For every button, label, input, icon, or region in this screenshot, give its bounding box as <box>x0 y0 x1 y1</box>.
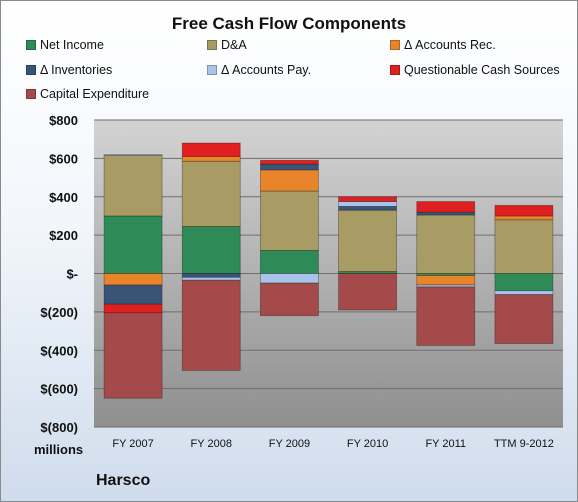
legend-item-inventories: Δ Inventories <box>26 63 112 77</box>
bar-segment <box>181 156 241 162</box>
y-tick-label: $(400) <box>40 343 78 358</box>
bar-segment <box>338 196 397 202</box>
bar-segment <box>416 214 476 274</box>
bar-segment <box>181 142 241 157</box>
x-tick-label: FY 2007 <box>112 438 153 450</box>
legend-item-capex: Capital Expenditure <box>26 87 149 101</box>
bar-segment <box>338 201 397 207</box>
bar-segment <box>338 273 397 311</box>
bar-segment <box>181 276 241 281</box>
legend-swatch-accounts-pay <box>207 65 217 75</box>
legend-item-accounts-rec: Δ Accounts Rec. <box>390 38 496 52</box>
legend-swatch-da <box>207 40 217 50</box>
legend-label: Capital Expenditure <box>40 87 150 101</box>
legend-label: Questionable Cash Sources <box>404 63 560 77</box>
bar-segment <box>416 286 476 346</box>
bar-segment <box>260 159 319 165</box>
bar-segment <box>103 303 163 314</box>
legend-label: Δ Accounts Pay. <box>221 63 312 77</box>
bar-segment <box>260 169 319 192</box>
bar-segment <box>260 190 319 251</box>
company-name: Harsco <box>96 472 151 489</box>
legend-swatch-inventories <box>26 65 36 75</box>
legend-swatch-capex <box>26 89 36 99</box>
bar-segment <box>181 160 241 227</box>
legend-item-net-income: Net Income <box>26 38 104 52</box>
bar-segment <box>494 294 554 344</box>
bar-segment <box>494 215 554 221</box>
bar-segment <box>260 250 319 274</box>
bar-segment <box>338 209 397 272</box>
bar-segment <box>103 273 163 286</box>
legend-swatch-net-income <box>26 40 36 50</box>
y-tick-label: $(800) <box>40 420 78 435</box>
chart-title: Free Cash Flow Components <box>171 14 407 33</box>
bar-segment <box>181 226 241 274</box>
y-tick-label: $200 <box>49 228 78 243</box>
legend-swatch-questionable <box>390 65 400 75</box>
bar-segment <box>494 219 554 274</box>
y-tick-label: $(200) <box>40 305 78 320</box>
x-tick-label: FY 2010 <box>347 438 388 450</box>
x-tick-label: FY 2011 <box>425 438 466 450</box>
bar-segment <box>494 273 554 292</box>
y-axis-label: millions <box>34 442 84 457</box>
bar-segment <box>416 211 476 216</box>
bar-segment <box>103 312 163 399</box>
bar-segment <box>260 163 319 171</box>
legend-item-questionable: Questionable Cash Sources <box>390 63 560 77</box>
legend-label: Δ Inventories <box>40 63 113 77</box>
legend-label: D&A <box>221 38 247 52</box>
bar-segment <box>494 204 554 217</box>
bar-segment <box>103 215 163 274</box>
x-tick-label: FY 2009 <box>269 438 310 450</box>
x-tick-label: TTM 9-2012 <box>494 438 554 450</box>
legend-label: Δ Accounts Rec. <box>404 38 496 52</box>
bar-segment <box>494 290 554 296</box>
bar-segment <box>181 279 241 371</box>
legend-item-accounts-pay: Δ Accounts Pay. <box>207 63 311 77</box>
legend-item-da: D&A <box>207 38 247 52</box>
bar-segment <box>416 275 476 286</box>
bar-segment <box>103 154 163 156</box>
y-tick-label: $400 <box>49 190 78 205</box>
bar-segment <box>181 273 241 278</box>
bar-segment <box>103 284 163 305</box>
x-tick-label: FY 2008 <box>191 438 232 450</box>
bar-segment <box>260 273 319 284</box>
bar-segment <box>103 155 163 217</box>
legend-swatch-accounts-rec <box>390 40 400 50</box>
bar-segment <box>338 205 397 211</box>
y-tick-label: $600 <box>49 151 78 166</box>
legend-label: Net Income <box>40 38 104 52</box>
y-tick-label: $- <box>66 267 78 282</box>
bar-segment <box>416 201 476 213</box>
y-tick-label: $(600) <box>40 382 78 397</box>
y-tick-label: $800 <box>49 113 78 128</box>
bar-segment <box>260 282 319 317</box>
